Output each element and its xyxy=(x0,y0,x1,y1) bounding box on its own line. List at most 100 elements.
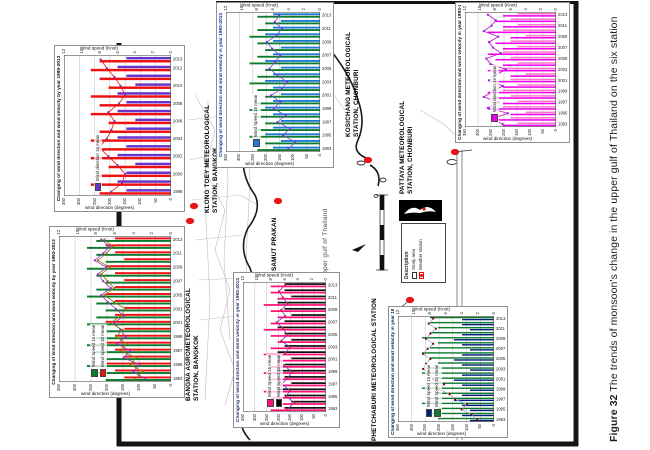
legend-swatch xyxy=(491,114,498,122)
year-tick: 2011 xyxy=(172,250,182,256)
knot-tick: 4 xyxy=(522,8,528,11)
figure-caption-label: Figure 32 xyxy=(608,394,620,442)
legend-label: Wind Speed 30 mean xyxy=(99,324,105,367)
line-series xyxy=(98,58,127,193)
knot-tick: 8 xyxy=(492,8,498,11)
deg-tick: 250 xyxy=(249,154,255,161)
knot-tick: 8 xyxy=(93,232,99,235)
year-tick: 1993 xyxy=(327,406,337,412)
deg-tick: 250 xyxy=(88,384,93,391)
year-tick: 1993 xyxy=(172,375,182,381)
deg-tick: 350 xyxy=(395,424,400,431)
year-tick: 1999 xyxy=(172,334,182,340)
line-series xyxy=(97,238,144,380)
legend-swatch xyxy=(94,183,102,191)
year-tick: 1993 xyxy=(557,121,567,127)
deg-tick: 300 xyxy=(76,198,82,205)
knot-tick: 8 xyxy=(267,278,273,281)
knot-tick: 6 xyxy=(112,232,117,235)
year-tick: 2013 xyxy=(557,12,567,18)
plot-area xyxy=(59,236,171,382)
knot-tick: 12 xyxy=(462,5,467,11)
deg-tick: 100 xyxy=(290,154,296,161)
chart-legend-item: Wind direction 16 mean xyxy=(491,66,498,122)
knot-tick: 2 xyxy=(309,278,315,281)
deg-tick: 50 xyxy=(303,154,309,159)
year-tick: 2008 xyxy=(172,100,182,106)
deg-tick: 250 xyxy=(91,198,97,205)
chart-legend: Wind Speed 16 mean xyxy=(252,93,261,148)
station-label-line: BANGNA AGROMETEOROLOGICAL xyxy=(185,288,192,401)
year-tick: 2007 xyxy=(557,44,567,50)
station-label-line: SAMUT PRAKAN xyxy=(271,217,278,271)
deg-tick: 350 xyxy=(240,414,245,421)
deg-tick: 350 xyxy=(61,198,66,205)
station-label-line: KLONG TOEY METEOROLOGICAL xyxy=(204,104,211,213)
year-tick: 2012 xyxy=(172,65,182,71)
deg-tick: 0 xyxy=(491,424,496,427)
chart-legend-item: Wind Speed 30 mean xyxy=(275,354,283,407)
deg-tick: 200 xyxy=(275,414,281,421)
plot-area xyxy=(243,282,326,412)
chart-panel-samut-prakan-chart: Changing of wind direction and wind velo… xyxy=(216,2,334,168)
deg-tick: 300 xyxy=(475,129,480,136)
year-tick: 2007 xyxy=(321,52,331,58)
station-dot-klong-toey xyxy=(190,203,198,209)
station-label-line: KOSICHANG METEOROLOGICAL xyxy=(345,31,352,137)
year-tick: 1999 xyxy=(321,105,331,111)
station-label-samut-prakan: SAMUT PRAKAN xyxy=(271,215,279,271)
station-label-pattaya: PATTAYA METEOROLOGICAL STATION, CHONBURI xyxy=(399,101,415,194)
north-arrow-icon xyxy=(404,206,436,214)
year-tick: 1999 xyxy=(557,88,567,94)
deg-tick: 200 xyxy=(263,154,269,161)
knot-tick: 0 xyxy=(491,312,496,315)
year-tick: 2013 xyxy=(172,236,182,242)
deg-tick: 250 xyxy=(263,414,269,421)
deg-tick: 250 xyxy=(422,424,428,431)
knot-tick: 0 xyxy=(317,8,322,11)
station-dot-kosichang xyxy=(364,157,372,163)
figure-caption: Figure 32 The trends of monsoon's change… xyxy=(608,16,620,442)
chart-legend-item: Wind Speed 16 mean xyxy=(425,365,433,417)
line-series xyxy=(265,14,297,150)
station-dot-samut-prakan xyxy=(274,198,282,204)
deg-tick: 50 xyxy=(477,424,483,429)
year-tick: 2003 xyxy=(495,366,505,372)
knot-tick: 0 xyxy=(168,51,173,54)
knot-tick: 4 xyxy=(295,278,301,281)
knot-tick: 12 xyxy=(223,5,228,11)
year-tick: 2005 xyxy=(321,65,331,71)
year-tick: 2001 xyxy=(557,77,567,83)
year-tick: 2013 xyxy=(321,12,331,18)
knot-tick: 10 xyxy=(411,309,416,315)
year-tick: 1995 xyxy=(495,406,505,412)
year-tick: 2006 xyxy=(172,118,182,124)
deg-tick: 50 xyxy=(311,414,317,419)
year-tick: 2011 xyxy=(327,294,337,300)
bars xyxy=(422,316,494,422)
chart-title: Changing of wind direction and wind velo… xyxy=(51,239,57,385)
year-tick: 1997 xyxy=(321,119,331,125)
deg-tick: 100 xyxy=(136,384,141,391)
deg-tick: 0 xyxy=(317,154,322,157)
year-tick: 2001 xyxy=(327,356,337,362)
knot-tick: 6 xyxy=(507,8,513,11)
year-tick: 1997 xyxy=(495,396,505,402)
year-tick: 2009 xyxy=(327,307,337,313)
station-dot-pattaya xyxy=(451,149,459,155)
knot-tick: 4 xyxy=(132,51,138,54)
deg-tick: 300 xyxy=(236,154,242,161)
legend-swatch xyxy=(275,399,283,407)
year-tick: 2001 xyxy=(172,320,182,326)
station-label-line: STATION, CHONBURI xyxy=(407,126,415,194)
deg-tick: 200 xyxy=(106,198,112,205)
deg-tick: 150 xyxy=(120,384,125,391)
year-tick: 2013 xyxy=(327,282,337,288)
year-tick: 1995 xyxy=(327,393,337,399)
legend-label: Wind Speed 30 mean xyxy=(275,354,281,397)
plot-area xyxy=(64,55,171,196)
year-tick: 2013 xyxy=(172,56,182,62)
legend-swatch xyxy=(99,369,107,377)
deg-tick: 150 xyxy=(276,154,282,161)
bars xyxy=(90,56,171,195)
